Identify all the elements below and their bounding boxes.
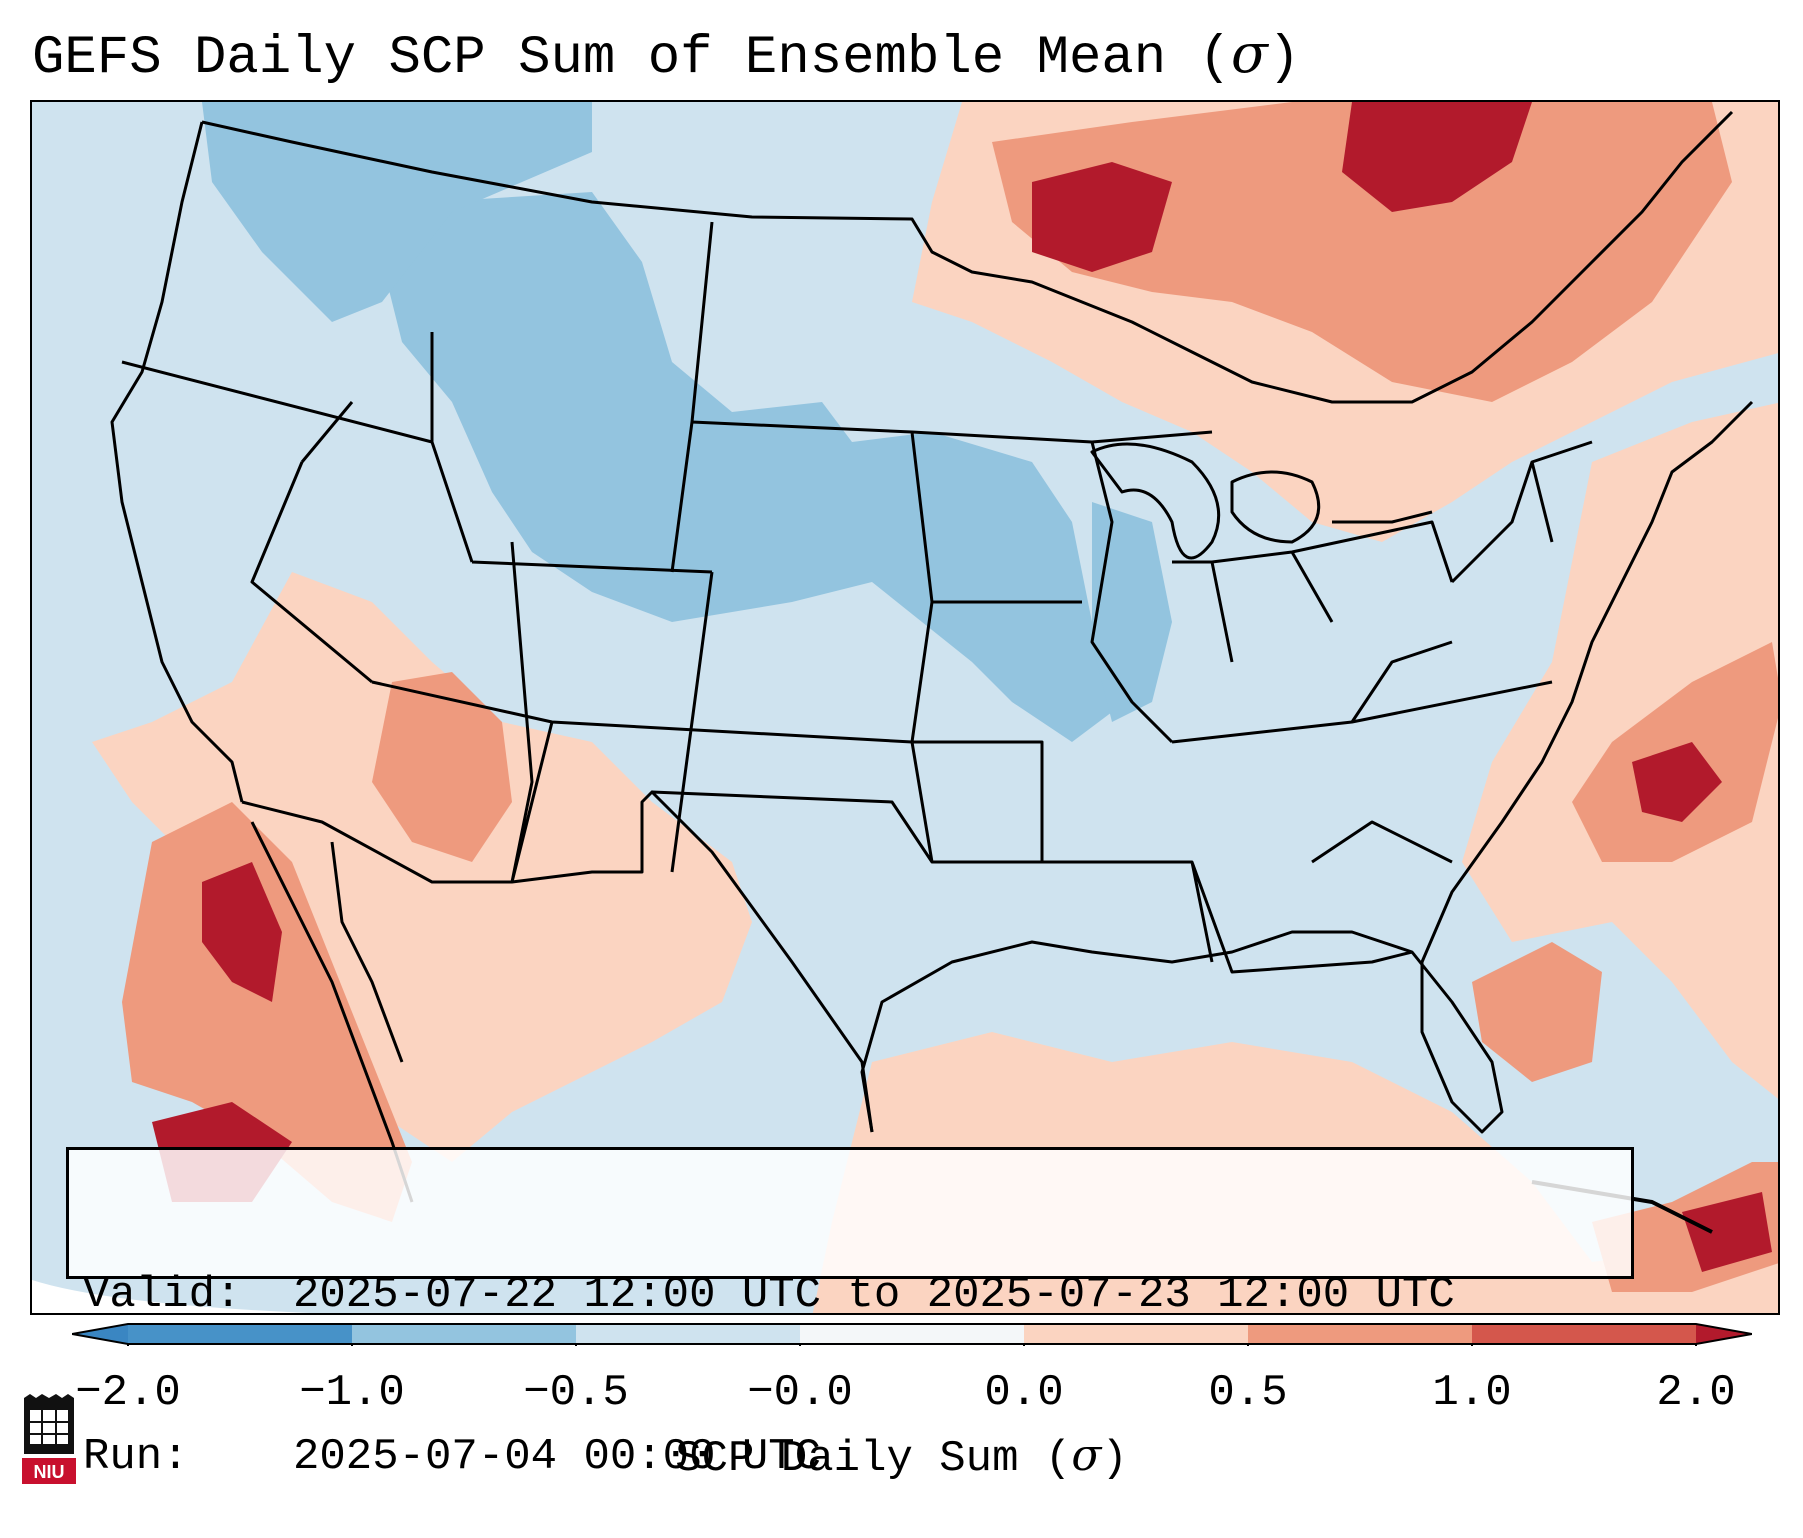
colorbar-segment xyxy=(1024,1324,1249,1344)
colorbar xyxy=(72,1323,1752,1346)
run-value: 2025-07-04 00:00 UTC xyxy=(293,1432,822,1482)
great-lakes xyxy=(1090,442,1433,560)
us-west-coast xyxy=(110,121,244,803)
colorbar-extend-low xyxy=(72,1324,128,1344)
colorbar-tick-label: −0.0 xyxy=(747,1368,853,1418)
colorbar-extend-high xyxy=(1696,1324,1752,1344)
map-panel xyxy=(30,100,1780,1315)
colorbar-segment xyxy=(576,1324,801,1344)
pos-anomaly-southwest xyxy=(92,572,752,1162)
pos-strong-quebec xyxy=(1342,102,1532,212)
colorbar-segment xyxy=(128,1324,353,1344)
colorbar-label: SCP Daily Sum (σ) xyxy=(675,1430,1128,1484)
pos-mod-baja xyxy=(122,802,412,1222)
pos-strong-baja xyxy=(202,862,282,1002)
colorbar-tick-label: 0.0 xyxy=(984,1368,1064,1418)
pos-strong-atlantic xyxy=(1632,742,1722,822)
us-canada-border xyxy=(201,110,1734,404)
colorbar-tick-label: −2.0 xyxy=(75,1368,181,1418)
state-lines-east xyxy=(1042,430,1593,974)
pos-strong-canada xyxy=(1032,162,1172,272)
colorbar-tick-label: 2.0 xyxy=(1656,1368,1736,1418)
niu-logo-icon: NIU xyxy=(22,1394,76,1484)
us-mexico-border xyxy=(241,790,874,1133)
svg-text:NIU: NIU xyxy=(34,1462,65,1482)
colorbar-tick-label: −0.5 xyxy=(523,1368,629,1418)
pos-mod-4corners xyxy=(372,672,512,862)
valid-line: Valid: 2025-07-22 12:00 UTC to 2025-07-23… xyxy=(83,1268,1617,1322)
pos-mod-atlantic-south xyxy=(1472,942,1602,1082)
run-label: Run: xyxy=(83,1432,189,1482)
neg-anomaly-illinois xyxy=(1092,502,1172,722)
colorbar-segment xyxy=(1472,1324,1697,1344)
colorbar-tick-label: 0.5 xyxy=(1208,1368,1288,1418)
run-line: Run: 2025-07-04 00:00 UTC xyxy=(83,1430,1617,1484)
pos-mod-canada xyxy=(992,102,1732,402)
neg-anomaly-northwest xyxy=(202,102,592,322)
colorbar-segment xyxy=(352,1324,577,1344)
colorbar-tick-label: 1.0 xyxy=(1432,1368,1512,1418)
valid-value: 2025-07-22 12:00 UTC to 2025-07-23 12:00… xyxy=(293,1270,1455,1320)
valid-label: Valid: xyxy=(83,1270,242,1320)
chart-title: GEFS Daily SCP Sum of Ensemble Mean (σ) xyxy=(32,22,1301,89)
state-lines-west xyxy=(121,332,913,883)
pos-strong-caribbean xyxy=(1682,1192,1772,1272)
colorbar-segment xyxy=(800,1324,1025,1344)
gulf-coast xyxy=(860,400,1754,1134)
anomaly-map xyxy=(32,102,1778,1313)
validity-info-box: Valid: 2025-07-22 12:00 UTC to 2025-07-23… xyxy=(66,1147,1634,1482)
neg-anomaly-montana xyxy=(382,192,1112,742)
state-lines-plains xyxy=(651,221,1093,864)
colorbar-tick-label: −1.0 xyxy=(299,1368,405,1418)
colorbar-segment xyxy=(1248,1324,1473,1344)
